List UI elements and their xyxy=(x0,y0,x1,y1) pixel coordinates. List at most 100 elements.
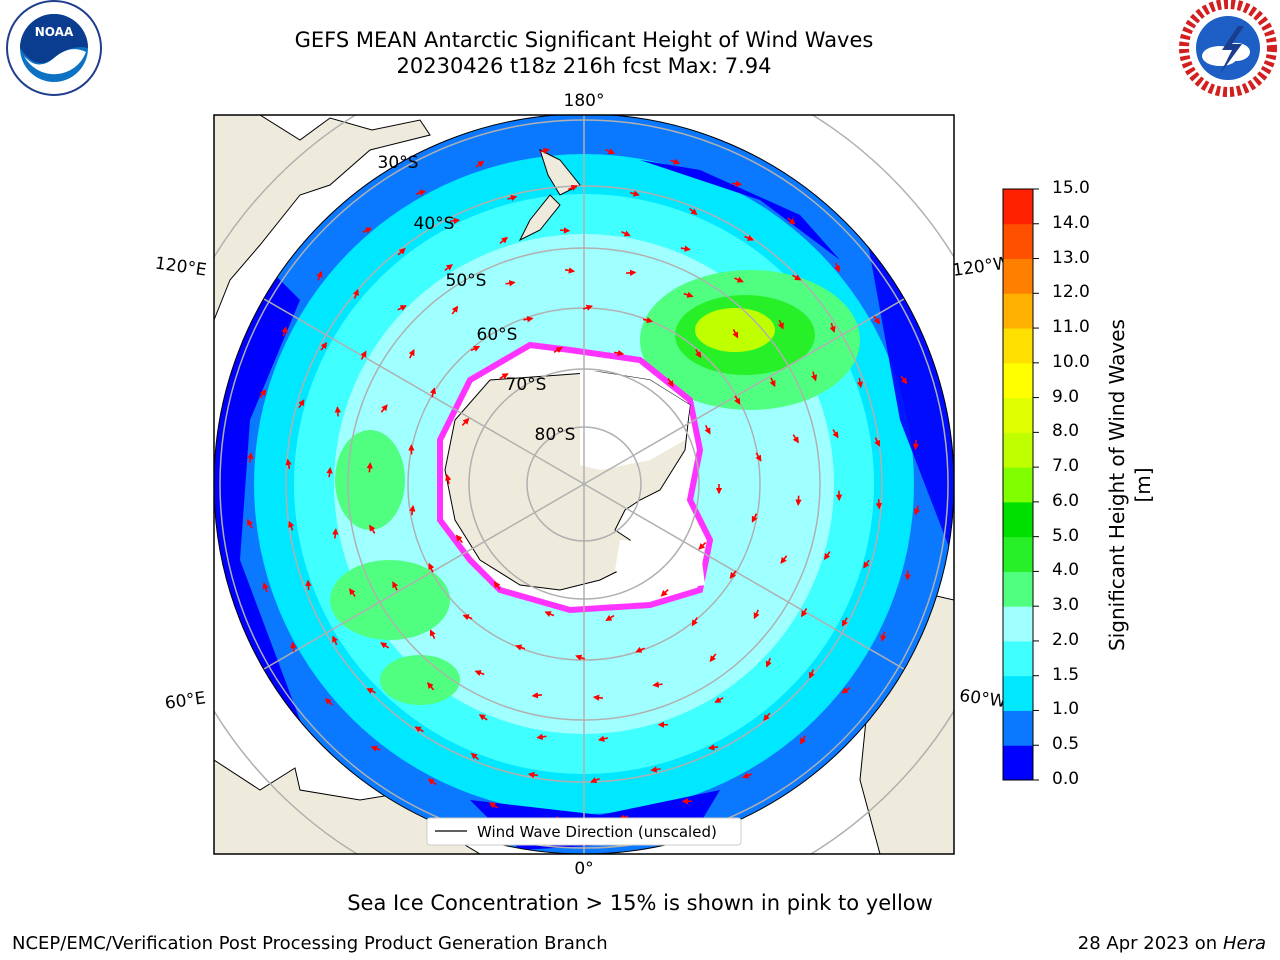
wave-direction-arrow xyxy=(734,395,741,405)
colorbar-tick-label: 9.0 xyxy=(1052,386,1080,407)
wave-direction-arrow xyxy=(539,147,550,154)
wave-direction-arrow xyxy=(380,404,388,413)
graticule xyxy=(214,115,954,854)
map-frame xyxy=(213,114,955,855)
wave-direction-arrow xyxy=(590,777,600,784)
wave-direction-arrow xyxy=(691,617,698,627)
wave-direction-arrow xyxy=(348,588,356,597)
wave-direction-arrow xyxy=(729,570,737,579)
wave-direction-arrow xyxy=(462,614,473,621)
wave-direction-arrow xyxy=(707,744,719,751)
colorbar-tick-label: 1.0 xyxy=(1052,699,1080,720)
chart-subtitle: 20230426 t18z 216h fcst Max: 7.94 xyxy=(396,54,772,78)
lon-label-180: 180° xyxy=(564,91,605,111)
wave-direction-arrow xyxy=(597,735,609,742)
colorbar-tick-label: 13.0 xyxy=(1052,247,1090,268)
wave-direction-arrow xyxy=(409,504,416,516)
wave-direction-arrow xyxy=(763,712,771,722)
wave-direction-arrow xyxy=(499,373,509,380)
wave-direction-arrow xyxy=(451,305,459,315)
wave-direction-arrow xyxy=(605,614,615,621)
wave-direction-arrow xyxy=(505,280,516,287)
wave-direction-arrow xyxy=(801,608,808,618)
wave-direction-arrow xyxy=(900,375,908,385)
wave-direction-arrow xyxy=(780,555,788,564)
wave-direction-arrow xyxy=(734,276,744,283)
wave-direction-arrow xyxy=(875,499,883,510)
wave-direction-arrow xyxy=(613,349,625,357)
wave-direction-arrow xyxy=(262,582,269,593)
wave-direction-arrow xyxy=(650,766,661,773)
colorbar-swatch xyxy=(1003,501,1033,538)
wave-direction-arrow xyxy=(370,745,381,752)
wave-direction-arrow xyxy=(366,462,373,473)
wave-direction-arrow xyxy=(787,217,796,225)
colorbar-swatch xyxy=(1003,432,1033,468)
wave-direction-arrow xyxy=(792,274,802,281)
lat-label-30s: 30°S xyxy=(378,153,419,173)
wave-direction-arrow xyxy=(642,317,654,324)
wave-direction-arrow xyxy=(397,305,407,311)
svg-text:NOAA: NOAA xyxy=(35,25,74,39)
wave-direction-arrow xyxy=(478,714,488,721)
wave-direction-arrow xyxy=(559,227,571,234)
colorbar-frame xyxy=(1002,188,1034,781)
wave-direction-arrow xyxy=(731,180,743,188)
lat-label-60s: 60°S xyxy=(477,325,518,345)
national-weather-service-logo xyxy=(1179,0,1277,97)
colorbar-tick-label: 12.0 xyxy=(1052,282,1090,303)
wave-direction-arrow xyxy=(281,326,288,337)
wave-direction-arrow xyxy=(880,631,887,642)
colorbar-swatch xyxy=(1003,258,1033,294)
wave-direction-arrow xyxy=(499,236,509,244)
colorbar-swatch xyxy=(1003,362,1033,399)
wave-direction-arrow xyxy=(408,349,415,359)
lon-label-120w: 120°W xyxy=(951,253,1011,281)
wave-direction-arrow xyxy=(823,551,831,560)
colorbar-tick-label: 0.0 xyxy=(1052,769,1080,789)
wave-direction-arrow xyxy=(912,439,919,451)
colorbar-tick-label: 0.5 xyxy=(1052,734,1080,755)
wave-direction-arrow xyxy=(553,346,563,354)
wave-direction-arrow xyxy=(753,609,760,620)
wave-direction-arrow xyxy=(427,681,435,691)
wave-direction-arrow xyxy=(742,772,753,779)
wave-direction-arrow xyxy=(531,692,542,699)
new-zealand xyxy=(518,149,581,242)
wave-direction-arrow xyxy=(683,291,694,298)
wave-direction-arrow xyxy=(360,350,367,360)
lat-label-40s: 40°S xyxy=(414,214,455,234)
colorbar-tick-label: 10.0 xyxy=(1052,351,1090,372)
wave-direction-arrow xyxy=(449,217,461,224)
wave-direction-arrow xyxy=(259,388,267,399)
wave-direction-arrow xyxy=(769,377,776,388)
wave-direction-arrow xyxy=(326,467,333,478)
wave-direction-arrow xyxy=(621,230,631,237)
colorbar-tick-label: 15.0 xyxy=(1052,178,1090,198)
wave-direction-arrow xyxy=(475,160,485,168)
wave-direction-arrow xyxy=(444,264,453,271)
wave-direction-arrow xyxy=(332,528,339,539)
lat-label-70s: 70°S xyxy=(506,375,547,395)
wave-direction-arrow xyxy=(369,524,376,534)
wave-direction-arrow xyxy=(305,579,312,590)
machine-name: Hera xyxy=(1222,933,1266,954)
wave-direction-arrow xyxy=(626,269,637,277)
wave-direction-arrow xyxy=(698,542,707,550)
wave-direction-arrow xyxy=(832,429,839,439)
colorbar-tick-label: 7.0 xyxy=(1052,456,1080,477)
wave-direction-arrow xyxy=(474,670,485,677)
weddell-ice-shelf xyxy=(615,540,705,595)
wave-direction-arrow xyxy=(635,646,645,653)
wave-direction-arrow xyxy=(704,425,711,435)
colorbar-tick-label: 3.0 xyxy=(1052,595,1080,616)
wave-direction-arrow xyxy=(744,234,755,241)
wave-direction-arrow xyxy=(670,158,681,165)
wave-direction-arrow xyxy=(873,315,881,325)
wave-direction-arrow xyxy=(470,345,481,352)
noaa-logo: NOAA xyxy=(6,0,102,96)
chart-title: GEFS MEAN Antarctic Significant Height o… xyxy=(294,28,874,52)
wave-direction-arrow xyxy=(629,190,640,197)
colorbar-tick-label: 4.0 xyxy=(1052,560,1080,581)
wave-direction-arrow xyxy=(298,399,305,409)
